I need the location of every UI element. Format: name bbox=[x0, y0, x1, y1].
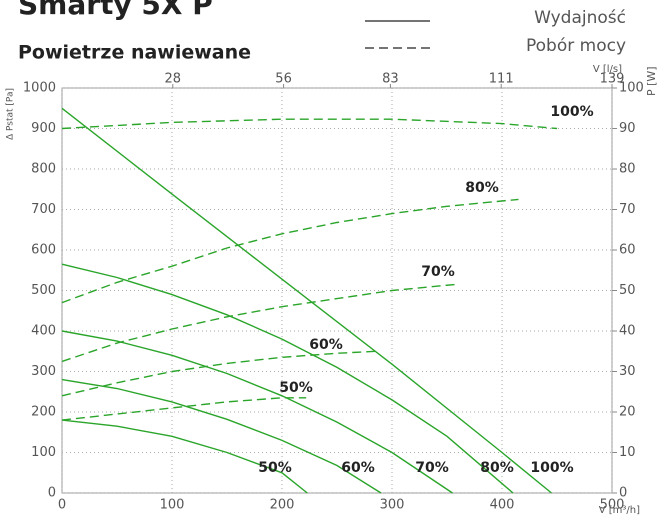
x2-tick-label: 28 bbox=[165, 72, 182, 87]
y2-tick-label: 40 bbox=[619, 324, 636, 339]
x-tick-label: 400 bbox=[490, 498, 515, 513]
y2-tick-label: 100 bbox=[619, 81, 644, 96]
curve bbox=[61, 263, 514, 494]
y2-tick-label: 30 bbox=[619, 364, 636, 379]
curve bbox=[61, 107, 552, 494]
y-axis-label: Δ Pstat [Pa] bbox=[6, 88, 16, 140]
curve-label: 60% bbox=[309, 337, 343, 353]
curve bbox=[61, 419, 308, 494]
y-tick-label: 600 bbox=[31, 243, 56, 258]
y2-tick-label: 50 bbox=[619, 283, 636, 298]
y-tick-label: 700 bbox=[31, 202, 56, 217]
curve-label: 70% bbox=[421, 264, 455, 280]
x2-tick-label: 111 bbox=[489, 72, 514, 87]
y2-tick-label: 60 bbox=[619, 243, 636, 258]
y-tick-label: 900 bbox=[31, 121, 56, 136]
curve bbox=[61, 118, 558, 130]
curve-label: 80% bbox=[480, 460, 514, 476]
plot-frame bbox=[61, 87, 613, 494]
y-tick-label: 300 bbox=[31, 364, 56, 379]
curve-label: 60% bbox=[341, 460, 375, 476]
y-tick-label: 400 bbox=[31, 324, 56, 339]
curve bbox=[61, 330, 453, 494]
x-axis-label: V [m³/h] bbox=[599, 505, 640, 516]
chart-subtitle: Powietrze nawiewane bbox=[18, 42, 251, 64]
x-tick-label: 500 bbox=[600, 498, 625, 513]
x2-tick-label: 139 bbox=[600, 72, 625, 87]
x2-tick-label: 83 bbox=[382, 72, 399, 87]
legend-label: Pobór mocy bbox=[526, 36, 626, 56]
curve bbox=[61, 283, 456, 363]
y-tick-label: 100 bbox=[31, 445, 56, 460]
curve-label: 100% bbox=[550, 104, 593, 120]
y2-tick-label: 10 bbox=[619, 445, 636, 460]
y-tick-label: 800 bbox=[31, 162, 56, 177]
curve bbox=[61, 350, 376, 397]
x-tick-label: 300 bbox=[380, 498, 405, 513]
curve bbox=[61, 397, 307, 421]
y-tick-label: 0 bbox=[48, 486, 56, 501]
x-tick-label: 100 bbox=[160, 498, 185, 513]
y-tick-label: 200 bbox=[31, 405, 56, 420]
x-tick-label: 0 bbox=[58, 498, 66, 513]
legend-label: Wydajność bbox=[534, 8, 626, 28]
x2-axis-label: V [l/s] bbox=[593, 64, 622, 75]
y-tick-label: 1000 bbox=[23, 81, 56, 96]
curve-label: 70% bbox=[415, 460, 449, 476]
curve bbox=[61, 198, 519, 304]
y2-tick-label: 70 bbox=[619, 202, 636, 217]
curve bbox=[61, 378, 382, 494]
y2-axis-label: P [W] bbox=[645, 66, 658, 96]
x-tick-label: 200 bbox=[270, 498, 295, 513]
y-tick-label: 500 bbox=[31, 283, 56, 298]
y2-tick-label: 80 bbox=[619, 162, 636, 177]
curve-label: 80% bbox=[465, 180, 499, 196]
curve-label: 50% bbox=[258, 460, 292, 476]
y2-tick-label: 20 bbox=[619, 405, 636, 420]
y2-tick-label: 0 bbox=[619, 486, 627, 501]
x2-tick-label: 56 bbox=[275, 72, 292, 87]
y2-tick-label: 90 bbox=[619, 121, 636, 136]
curve-label: 50% bbox=[279, 380, 313, 396]
curve-label: 100% bbox=[530, 460, 573, 476]
chart-title: Smarty 5X P bbox=[18, 0, 213, 21]
